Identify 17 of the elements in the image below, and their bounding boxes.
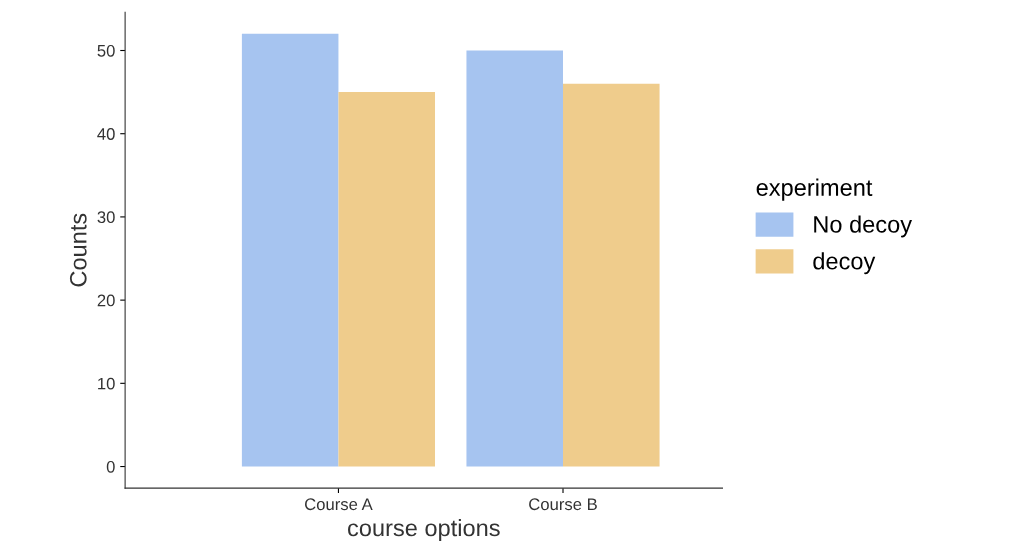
y-tick-label: 50 [97,44,115,57]
bar [338,92,436,467]
y-tick-label: 20 [97,294,115,307]
y-tick-label: 40 [97,128,115,140]
x-tick-label: Course A [305,498,373,511]
legend-label: decoy [813,252,876,275]
bar [466,50,564,467]
bar [241,33,339,467]
legend-label: No decoy [814,215,913,238]
y-tick-label: 0 [106,460,115,473]
y-axis-title: Counts [69,213,87,287]
y-tick-label: 10 [98,377,115,390]
bar [563,83,660,467]
legend-title: experiment [756,178,873,201]
x-axis-title: course options [348,518,500,541]
y-tick-label: 30 [97,211,115,224]
x-tick-label: Course B [529,498,597,511]
